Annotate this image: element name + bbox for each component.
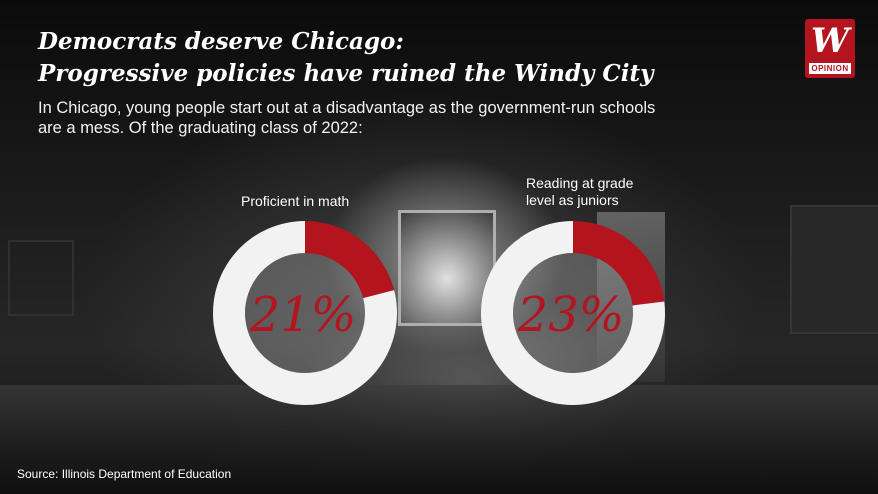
- reading-donut-slices: [481, 221, 665, 405]
- math-chart-title: Proficient in math: [241, 193, 350, 209]
- background-panel: [790, 205, 878, 334]
- donut-slice-highlight: [573, 221, 665, 306]
- reading-chart-title: Reading at grade level as juniors: [526, 175, 656, 209]
- background-wall-sign: [8, 240, 74, 316]
- reading-title-line-1: Reading at grade: [526, 175, 634, 191]
- background-street: [0, 385, 878, 494]
- opinion-logo: W OPINION: [805, 19, 855, 78]
- reading-value-label: 23%: [517, 287, 625, 343]
- donut-center: [245, 253, 365, 373]
- math-donut-slices: [213, 221, 397, 405]
- donut-slice-remainder: [213, 221, 397, 405]
- headline-line-2: Progressive policies have ruined the Win…: [38, 60, 654, 87]
- donut-slice-highlight: [305, 221, 395, 299]
- logo-tag: OPINION: [809, 63, 851, 74]
- subtitle: In Chicago, young people start out at a …: [38, 99, 656, 137]
- donut-center: [513, 253, 633, 373]
- headline-line-1: Democrats deserve Chicago:: [38, 28, 404, 55]
- math-donut-chart: 21%: [213, 221, 397, 405]
- background-burning-window: [398, 210, 496, 326]
- reading-title-line-2: level as juniors: [526, 192, 619, 208]
- donut-slice-remainder: [481, 221, 665, 405]
- reading-donut-chart: 23%: [481, 221, 665, 405]
- math-value-label: 21%: [249, 287, 357, 343]
- headline: Democrats deserve Chicago: Progressive p…: [38, 26, 653, 90]
- logo-glyph: W: [810, 21, 850, 61]
- source-note: Source: Illinois Department of Education: [17, 467, 232, 481]
